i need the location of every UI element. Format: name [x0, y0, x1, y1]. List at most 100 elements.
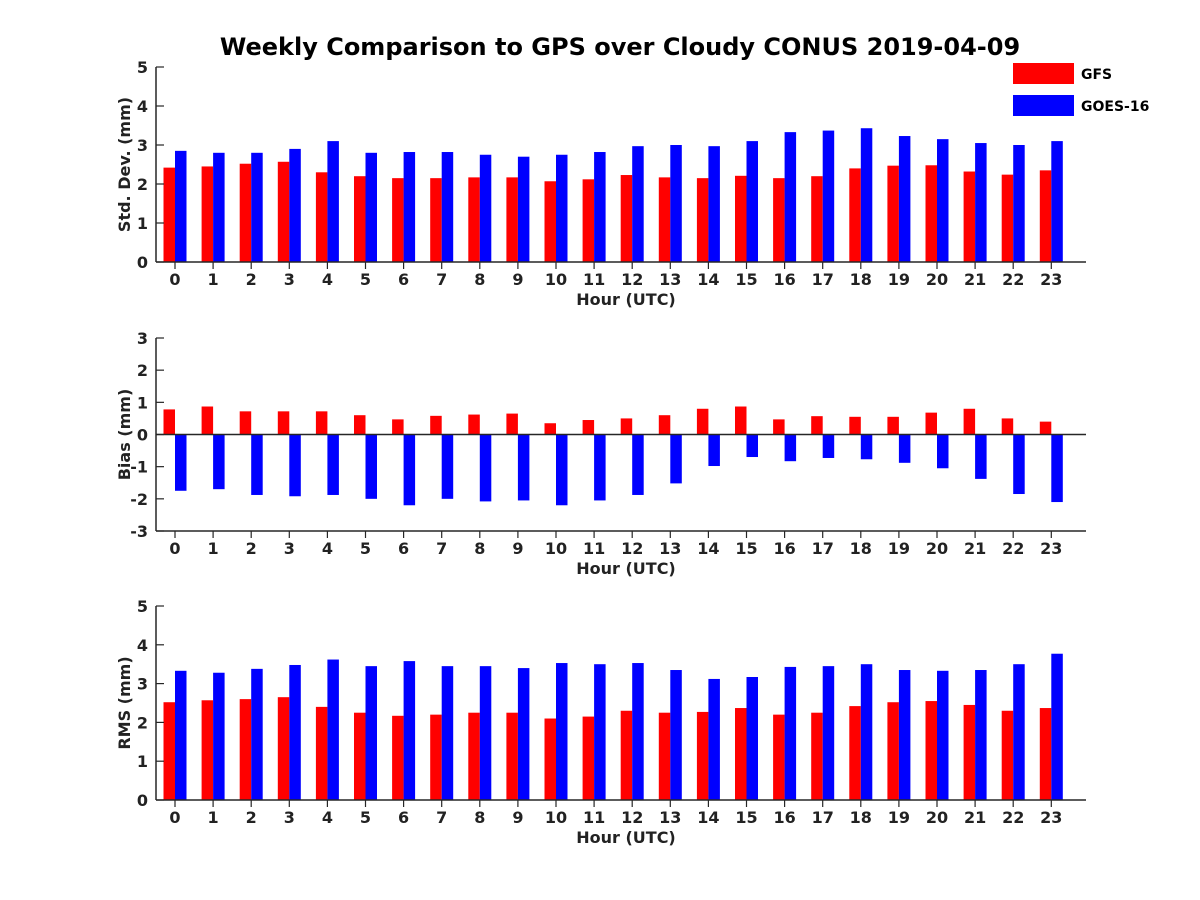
bar-goes16-hour-12	[632, 663, 644, 800]
bar-gfs-hour-4	[315, 706, 328, 800]
bar-goes16-hour-8	[479, 434, 492, 502]
bar-goes16-hour-9	[517, 434, 530, 501]
bar-gfs-hour-17	[811, 176, 823, 262]
legend-label-gfs: GFS	[1081, 67, 1112, 83]
bar-goes16-hour-11	[594, 434, 606, 501]
x-tick-label: 13	[659, 270, 681, 289]
x-tick-label: 23	[1040, 270, 1062, 289]
bar-gfs-hour-18	[849, 168, 861, 262]
bar-goes16-hour-4	[327, 659, 339, 800]
x-tick-label: 20	[926, 808, 948, 827]
x-tick-label: 2	[246, 270, 257, 289]
bar-gfs-hour-14	[696, 178, 709, 262]
bar-gfs-hour-6	[392, 419, 404, 435]
y-tick-label: 1	[137, 752, 148, 771]
y-tick-label: -2	[130, 490, 148, 509]
x-tick-label: 1	[208, 270, 219, 289]
bar-gfs-hour-3	[277, 411, 290, 435]
bar-gfs-hour-2	[239, 699, 252, 800]
y-tick-label: 1	[137, 393, 148, 412]
bar-goes16-hour-4	[327, 141, 339, 262]
bar-goes16-hour-7	[441, 152, 454, 262]
bar-gfs-hour-7	[430, 415, 442, 435]
bar-goes16-hour-11	[594, 664, 606, 800]
bar-gfs-hour-10	[544, 423, 556, 435]
y-tick-label: 5	[137, 58, 148, 77]
bar-goes16-hour-22	[1013, 664, 1025, 800]
x-tick-label: 3	[284, 270, 295, 289]
bar-gfs-hour-22	[1001, 710, 1014, 800]
x-tick-label: 16	[773, 270, 795, 289]
x-tick-label: 21	[964, 808, 986, 827]
bar-goes16-hour-19	[898, 434, 911, 463]
x-tick-label: 8	[474, 270, 485, 289]
bar-gfs-hour-16	[773, 419, 785, 435]
bar-gfs-hour-23	[1039, 170, 1052, 262]
legend-label-goes16: GOES-16	[1081, 99, 1149, 115]
bar-goes16-hour-11	[594, 152, 606, 262]
bar-goes16-hour-0	[175, 670, 187, 800]
y-tick-label: 0	[137, 253, 148, 272]
bar-goes16-hour-1	[213, 152, 225, 262]
x-tick-label: 10	[545, 539, 567, 558]
bar-goes16-hour-3	[289, 664, 301, 800]
bar-gfs-hour-17	[811, 416, 823, 435]
y-tick-label: 3	[137, 136, 148, 155]
x-tick-label: 5	[360, 808, 371, 827]
bar-goes16-hour-15	[746, 434, 758, 458]
bar-gfs-hour-10	[544, 718, 556, 800]
x-tick-label: 3	[284, 539, 295, 558]
bar-goes16-hour-14	[708, 146, 720, 262]
x-tick-label: 0	[169, 270, 180, 289]
x-tick-label: 9	[512, 539, 523, 558]
bar-gfs-hour-13	[658, 415, 671, 435]
y-tick-label: 4	[137, 97, 148, 116]
bar-gfs-hour-14	[696, 408, 709, 435]
bar-gfs-hour-1	[201, 166, 214, 262]
x-tick-label: 22	[1002, 270, 1024, 289]
y-tick-label: 2	[137, 175, 148, 194]
x-tick-label: 17	[812, 808, 834, 827]
y-axis-label: RMS (mm)	[115, 656, 134, 749]
legend: GFS GOES-16	[1013, 63, 1149, 116]
bar-gfs-hour-18	[849, 416, 861, 435]
bar-gfs-hour-9	[506, 177, 518, 262]
bar-goes16-hour-16	[784, 434, 797, 462]
y-tick-label: 2	[137, 361, 148, 380]
y-tick-label: 3	[137, 329, 148, 348]
x-tick-label: 11	[583, 270, 605, 289]
bar-gfs-hour-8	[468, 414, 480, 435]
bar-goes16-hour-6	[403, 434, 416, 506]
bar-goes16-hour-17	[822, 434, 835, 458]
bar-goes16-hour-0	[175, 150, 187, 262]
bar-gfs-hour-5	[354, 712, 366, 800]
bar-gfs-hour-12	[620, 418, 633, 435]
bar-gfs-hour-15	[735, 175, 747, 262]
bar-goes16-hour-5	[365, 434, 377, 499]
y-tick-label: 5	[137, 597, 148, 616]
bar-goes16-hour-2	[251, 668, 263, 800]
legend-swatch-gfs	[1013, 63, 1074, 84]
x-tick-label: 10	[545, 270, 567, 289]
x-tick-label: 23	[1040, 808, 1062, 827]
x-tick-label: 17	[812, 539, 834, 558]
bar-goes16-hour-10	[556, 663, 568, 800]
bar-goes16-hour-14	[708, 434, 720, 467]
x-tick-label: 1	[208, 539, 219, 558]
x-tick-label: 11	[583, 808, 605, 827]
y-tick-label: 1	[137, 214, 148, 233]
x-tick-label: 13	[659, 808, 681, 827]
x-tick-label: 20	[926, 539, 948, 558]
bar-gfs-hour-16	[773, 714, 785, 800]
y-tick-label: 0	[137, 791, 148, 810]
x-tick-label: 12	[621, 270, 643, 289]
bar-gfs-hour-21	[963, 408, 976, 435]
bar-goes16-hour-21	[975, 434, 987, 479]
x-tick-label: 4	[322, 808, 333, 827]
bar-gfs-hour-8	[468, 712, 480, 800]
bar-gfs-hour-11	[582, 420, 595, 435]
bar-goes16-hour-13	[670, 434, 682, 484]
